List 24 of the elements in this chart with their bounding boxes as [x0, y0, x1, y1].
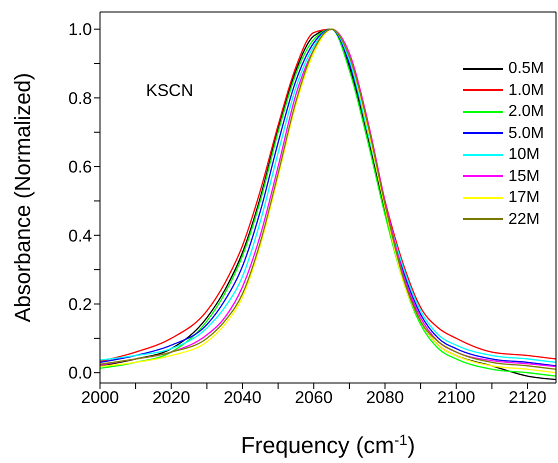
- x-tick-label: 2060: [294, 388, 333, 408]
- annotation: KSCN: [146, 81, 194, 100]
- x-tick-label: 2080: [366, 388, 404, 408]
- legend-label: 2.0M: [508, 102, 544, 122]
- y-tick-label: 0.6: [68, 158, 92, 177]
- x-tick-label: 2020: [152, 388, 190, 408]
- legend-label: 0.5M: [508, 59, 544, 79]
- y-tick-label: 1.0: [68, 20, 92, 40]
- y-tick-label: 0.0: [68, 364, 92, 383]
- legend-label: 17M: [508, 188, 540, 208]
- x-tick-label: 2120: [508, 388, 546, 408]
- legend-label: 1.0M: [508, 80, 544, 100]
- y-tick-label: 0.2: [68, 295, 92, 314]
- x-tick-label: 2100: [437, 388, 476, 408]
- legend-label: 22M: [508, 210, 540, 230]
- legend-label: 5.0M: [508, 124, 544, 144]
- x-axis-title: Frequency (cm$^{-1}$): [240, 432, 416, 458]
- y-tick-label: 0.8: [68, 88, 92, 108]
- y-axis-title: Absorbance (Normalized): [10, 72, 35, 322]
- legend-label: 15M: [508, 166, 540, 186]
- legend-label: 10M: [508, 145, 540, 165]
- x-tick-label: 2000: [81, 388, 119, 408]
- y-tick-label: 0.4: [68, 226, 92, 246]
- x-tick-label: 2040: [224, 388, 262, 408]
